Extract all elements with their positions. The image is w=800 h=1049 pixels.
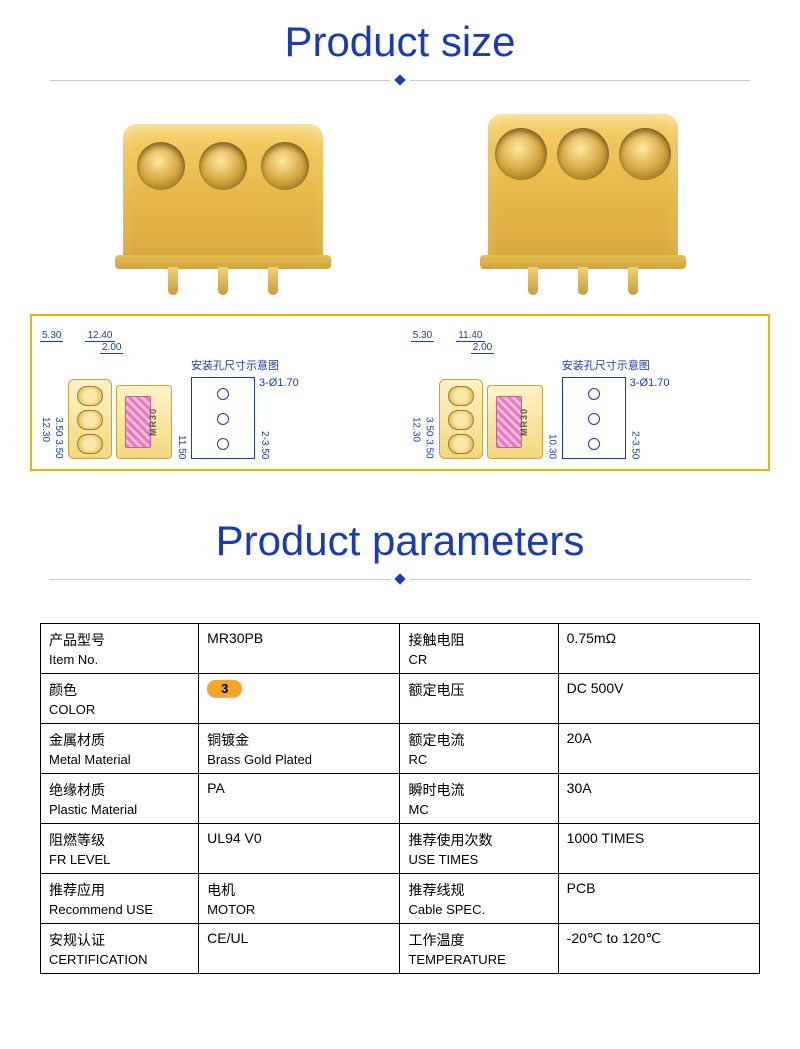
dim-height-outer: 12.30 [411, 417, 422, 459]
drawing-caption: 安装孔尺寸示意图 [562, 357, 650, 373]
param-value-right: 0.75mΩ [558, 624, 759, 674]
drawing-right: 5.30 11.40 2.00 12.30 3.50 3.50 MR30 10.… [411, 330, 760, 459]
contact-hole [261, 142, 309, 190]
product-photos [0, 104, 800, 284]
dim-width-flange: 5.30 [40, 330, 63, 342]
pin [268, 267, 278, 295]
hole-pattern [562, 377, 626, 459]
param-value-right: 1000 TIMES [558, 824, 759, 874]
dim-height-inner: 3.50 3.50 [424, 417, 435, 459]
param-label-left: 安规认证CERTIFICATION [41, 924, 199, 974]
table-row: 颜色COLOR 3 额定电压DC 500V [41, 674, 760, 724]
side-view: MR30 [116, 385, 172, 459]
param-label-left: 阻燃等级FR LEVEL [41, 824, 199, 874]
contact-hole [199, 142, 247, 190]
pin [628, 267, 638, 295]
pin [578, 267, 588, 295]
underline-diamond [394, 74, 405, 85]
param-label-right: 瞬时电流MC [400, 774, 558, 824]
contact-hole [137, 142, 185, 190]
param-value-right: 20A [558, 724, 759, 774]
contact-hole [557, 128, 609, 180]
drawing-caption: 安装孔尺寸示意图 [191, 357, 279, 373]
section-title-size: Product size [0, 0, 800, 76]
hole-pattern [191, 377, 255, 459]
param-value-left: 3 [199, 674, 400, 724]
connector-male-photo [123, 124, 323, 264]
param-label-left: 产品型号Item No. [41, 624, 199, 674]
title-underline [0, 76, 800, 84]
dim-hole-pitch: 2-3.50 [259, 431, 270, 459]
dim-width-body: 11.40 [456, 330, 484, 342]
underline-line [410, 579, 750, 580]
dim-holes: 3-Ø1.70 [259, 377, 299, 389]
table-row: 金属材质Metal Material铜镀金Brass Gold Plated额定… [41, 724, 760, 774]
part-mark: MR30 [519, 408, 529, 436]
pin [168, 267, 178, 295]
dim-height-outer: 12.30 [40, 417, 51, 459]
contact-hole [619, 128, 671, 180]
pin [218, 267, 228, 295]
front-view [68, 379, 112, 459]
param-value-left: PA [199, 774, 400, 824]
underline-diamond [394, 573, 405, 584]
param-value-left: CE/UL [199, 924, 400, 974]
part-mark: MR30 [148, 408, 158, 436]
param-value-right: DC 500V [558, 674, 759, 724]
underline-line [50, 80, 390, 81]
title-underline [0, 575, 800, 583]
param-label-right: 推荐使用次数USE TIMES [400, 824, 558, 874]
param-label-left: 推荐应用Recommend USE [41, 874, 199, 924]
param-label-right: 额定电流RC [400, 724, 558, 774]
pin [528, 267, 538, 295]
param-value-left: 铜镀金Brass Gold Plated [199, 724, 400, 774]
color-badge: 3 [207, 680, 242, 697]
param-value-right: PCB [558, 874, 759, 924]
dim-holes: 3-Ø1.70 [630, 377, 670, 389]
section-title-params: Product parameters [0, 499, 800, 575]
param-label-right: 额定电压 [400, 674, 558, 724]
param-value-left: MR30PB [199, 624, 400, 674]
front-view [439, 379, 483, 459]
contact-hole [495, 128, 547, 180]
param-label-right: 接触电阻CR [400, 624, 558, 674]
table-row: 绝缘材质Plastic MaterialPA瞬时电流MC30A [41, 774, 760, 824]
param-value-right: 30A [558, 774, 759, 824]
param-label-right: 工作温度TEMPERATURE [400, 924, 558, 974]
dim-width-inner: 2.00 [100, 342, 123, 354]
table-row: 阻燃等级FR LEVELUL94 V0推荐使用次数USE TIMES1000 T… [41, 824, 760, 874]
parameters-table: 产品型号Item No.MR30PB接触电阻CR0.75mΩ颜色COLOR3额定… [40, 623, 760, 974]
underline-line [50, 579, 390, 580]
table-row: 产品型号Item No.MR30PB接触电阻CR0.75mΩ [41, 624, 760, 674]
param-label-left: 金属材质Metal Material [41, 724, 199, 774]
dim-width-inner: 2.00 [471, 342, 494, 354]
drawing-left: 5.30 12.40 2.00 12.30 3.50 3.50 MR30 11.… [40, 330, 407, 459]
dim-height-inner: 3.50 3.50 [53, 417, 64, 459]
table-row: 安规认证CERTIFICATIONCE/UL工作温度TEMPERATURE-20… [41, 924, 760, 974]
table-row: 推荐应用Recommend USE电机MOTOR推荐线规Cable SPEC.P… [41, 874, 760, 924]
connector-female-photo [488, 114, 678, 264]
dim-side-height: 11.50 [176, 435, 187, 459]
dim-width-flange: 5.30 [411, 330, 434, 342]
dim-width-body: 12.40 [85, 330, 114, 342]
param-label-right: 推荐线规Cable SPEC. [400, 874, 558, 924]
param-label-left: 绝缘材质Plastic Material [41, 774, 199, 824]
underline-line [410, 80, 750, 81]
dim-side-height: 10.30 [547, 434, 558, 459]
param-value-right: -20℃ to 120℃ [558, 924, 759, 974]
param-value-left: 电机MOTOR [199, 874, 400, 924]
side-view: MR30 [487, 385, 543, 459]
dim-hole-pitch: 2-3.50 [630, 431, 641, 459]
technical-drawing-frame: 5.30 12.40 2.00 12.30 3.50 3.50 MR30 11.… [30, 314, 770, 471]
param-label-left: 颜色COLOR [41, 674, 199, 724]
param-value-left: UL94 V0 [199, 824, 400, 874]
